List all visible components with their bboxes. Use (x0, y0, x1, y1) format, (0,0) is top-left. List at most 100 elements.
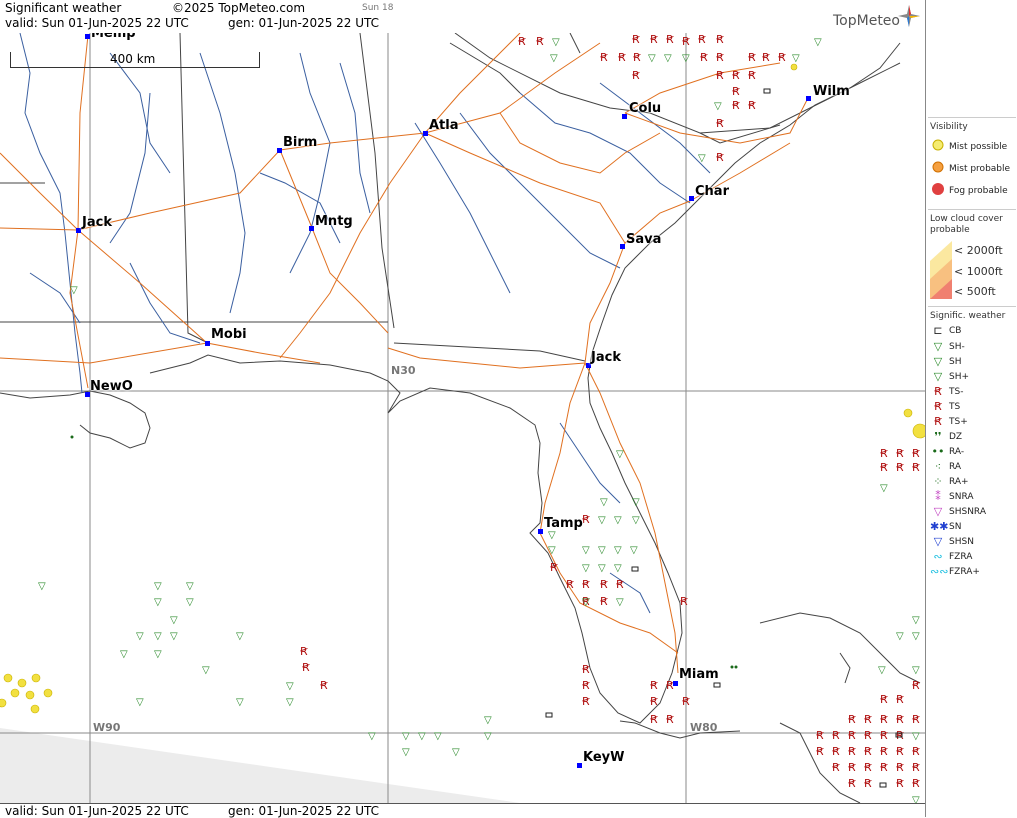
snow-shower-icon: ▽ (933, 535, 943, 548)
roads (0, 33, 809, 674)
svg-text:▽: ▽ (452, 747, 460, 758)
svg-text:▽: ▽ (598, 563, 606, 574)
legend-sn-label: SN (949, 521, 962, 532)
svg-text:▽: ▽ (632, 497, 640, 508)
legend-sh-plus: ▽ SH+ (930, 370, 969, 383)
svg-text:Ꞧ: Ꞧ (650, 695, 658, 708)
svg-text:▽: ▽ (402, 731, 410, 742)
svg-text:Ꞧ: Ꞧ (880, 713, 888, 726)
footer-generated-time: gen: 01-Jun-2025 22 UTC (228, 804, 380, 818)
svg-text:Ꞧ: Ꞧ (880, 447, 888, 460)
lowcloud-gradient-icon (930, 241, 952, 299)
svg-text:Ꞧ: Ꞧ (582, 679, 590, 692)
rain-markers (70, 435, 738, 669)
legend-lc-500: < 500ft (954, 285, 996, 298)
svg-text:▽: ▽ (236, 697, 244, 708)
legend-fog-probable: Fog probable (930, 183, 1008, 198)
legend-ra-minus: •• RA- (930, 445, 965, 458)
svg-text:Ꞧ: Ꞧ (880, 761, 888, 774)
svg-text:Ꞧ: Ꞧ (716, 51, 724, 64)
svg-text:Ꞧ: Ꞧ (682, 695, 690, 708)
svg-text:Ꞧ: Ꞧ (300, 645, 308, 658)
legend-ts-minus-label: TS- (949, 386, 964, 397)
svg-text:▽: ▽ (600, 497, 608, 508)
lon-label-w80: W80 (690, 721, 718, 734)
legend-ts-plus-label: TS+ (949, 416, 968, 427)
svg-text:▽: ▽ (170, 631, 178, 642)
header-bar: Significant weather ©2025 TopMeteo.com S… (0, 0, 926, 34)
svg-text:▽: ▽ (552, 37, 560, 48)
svg-text:▽: ▽ (154, 631, 162, 642)
legend-cb: ⊏ CB (930, 324, 961, 337)
svg-text:▽: ▽ (630, 545, 638, 556)
svg-text:Ꞧ: Ꞧ (700, 51, 708, 64)
snow-icon: ✱✱ (930, 520, 949, 533)
city-newo: NewO (90, 379, 133, 394)
heavy-rain-icon: ⁘ (933, 475, 943, 488)
svg-text:Ꞧ: Ꞧ (880, 693, 888, 706)
svg-text:Ꞧ: Ꞧ (864, 713, 872, 726)
svg-text:▽: ▽ (598, 545, 606, 556)
svg-text:Ꞧ: Ꞧ (732, 99, 740, 112)
day-tag: Sun 18 (362, 3, 394, 13)
legend-ra-label: RA (949, 461, 962, 472)
svg-text:▽: ▽ (912, 615, 920, 626)
svg-text:▽: ▽ (912, 795, 920, 803)
generated-time: gen: 01-Jun-2025 22 UTC (228, 16, 380, 30)
svg-text:Ꞧ: Ꞧ (748, 69, 756, 82)
svg-text:Ꞧ: Ꞧ (618, 51, 626, 64)
svg-text:Ꞧ: Ꞧ (848, 745, 856, 758)
svg-text:▽: ▽ (912, 731, 920, 742)
svg-text:▽: ▽ (186, 597, 194, 608)
city-colu: Colu (629, 101, 662, 116)
svg-text:Ꞧ: Ꞧ (536, 35, 544, 48)
state-borders (0, 33, 901, 362)
lon-label-w90: W90 (93, 721, 121, 734)
legend-mist-probable: Mist probable (930, 161, 1010, 176)
legend-shsn-label: SHSN (949, 536, 974, 547)
svg-text:▽: ▽ (714, 101, 722, 112)
svg-text:Ꞧ: Ꞧ (716, 151, 724, 164)
svg-text:▽: ▽ (484, 731, 492, 742)
svg-text:Ꞧ: Ꞧ (600, 578, 608, 591)
svg-text:Ꞧ: Ꞧ (666, 679, 674, 692)
legend-mist-possible-label: Mist possible (949, 141, 1008, 152)
svg-text:▽: ▽ (878, 665, 886, 676)
svg-text:Ꞧ: Ꞧ (896, 713, 904, 726)
svg-text:Ꞧ: Ꞧ (732, 69, 740, 82)
svg-text:Ꞧ: Ꞧ (912, 713, 920, 726)
legend-ra-minus-label: RA- (949, 446, 965, 457)
svg-text:Ꞧ: Ꞧ (896, 729, 904, 742)
city-mntg: Mntg (315, 214, 353, 229)
svg-text:Ꞧ: Ꞧ (582, 663, 590, 676)
legend-snra-label: SNRA (949, 491, 974, 502)
heavy-thunderstorm-icon: Ꞧ (934, 415, 942, 428)
rain-icon: ⁖ (934, 460, 942, 473)
svg-text:Ꞧ: Ꞧ (912, 461, 920, 474)
city-miam: Miam (679, 667, 719, 682)
svg-text:▽: ▽ (792, 53, 800, 64)
valid-time: valid: Sun 01-Jun-2025 22 UTC (5, 16, 189, 30)
legend-sh-minus-label: SH- (949, 341, 965, 352)
mist-possible-icon (930, 139, 946, 154)
city-mobi: Mobi (211, 327, 247, 342)
legend-sh-plus-label: SH+ (949, 371, 970, 382)
svg-text:Ꞧ: Ꞧ (666, 33, 674, 46)
legend-cb-label: CB (949, 325, 962, 336)
svg-text:▽: ▽ (664, 53, 672, 64)
svg-text:Ꞧ: Ꞧ (748, 99, 756, 112)
svg-text:▽: ▽ (912, 631, 920, 642)
legend-ra-plus: ⁘ RA+ (930, 475, 968, 488)
svg-text:▽: ▽ (550, 53, 558, 64)
svg-text:Ꞧ: Ꞧ (666, 713, 674, 726)
svg-text:▽: ▽ (548, 530, 556, 541)
lat-label-n30: N30 (391, 364, 416, 377)
svg-text:▽: ▽ (402, 747, 410, 758)
svg-text:▽: ▽ (648, 53, 656, 64)
svg-text:Ꞧ: Ꞧ (912, 447, 920, 460)
legend-fzra-label: FZRA (949, 551, 973, 562)
legend-lc-2000: < 2000ft (954, 244, 1003, 257)
fog-probable-icon (930, 183, 946, 198)
